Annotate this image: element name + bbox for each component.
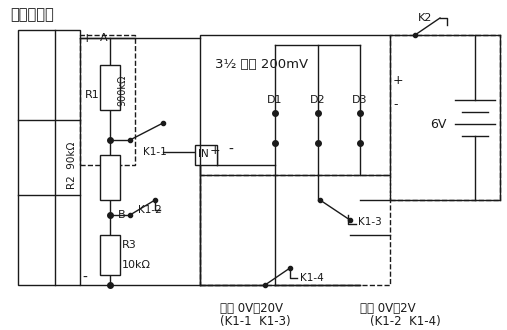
Text: R2  90kΩ: R2 90kΩ xyxy=(67,141,77,189)
Text: K1-3: K1-3 xyxy=(358,217,382,227)
Text: 900kΩ: 900kΩ xyxy=(117,74,127,106)
Text: -: - xyxy=(228,143,233,157)
Bar xyxy=(100,65,120,110)
Text: R1: R1 xyxy=(85,90,100,100)
Text: +: + xyxy=(210,144,221,156)
Text: (K1-2  K1-4): (K1-2 K1-4) xyxy=(370,315,441,328)
Text: D2: D2 xyxy=(310,95,325,105)
Text: D1: D1 xyxy=(267,95,282,105)
Text: 太阳能电池: 太阳能电池 xyxy=(10,8,54,22)
Text: +: + xyxy=(393,74,404,86)
Text: 10kΩ: 10kΩ xyxy=(122,260,151,270)
Bar xyxy=(100,155,120,200)
Text: D3: D3 xyxy=(352,95,368,105)
Text: 3½ 表头 200mV: 3½ 表头 200mV xyxy=(215,58,308,72)
Text: B: B xyxy=(118,210,126,220)
Bar xyxy=(100,235,120,275)
Text: 6V: 6V xyxy=(430,118,446,131)
Text: R3: R3 xyxy=(122,240,137,250)
Bar xyxy=(200,35,390,175)
Text: -: - xyxy=(82,271,87,285)
Text: (K1-1  K1-3): (K1-1 K1-3) xyxy=(220,315,291,328)
Bar xyxy=(18,30,80,285)
Text: 二挡 0V～2V: 二挡 0V～2V xyxy=(360,302,416,314)
Bar xyxy=(200,175,390,285)
Text: 一挡 0V～20V: 一挡 0V～20V xyxy=(220,302,283,314)
Text: +: + xyxy=(82,31,93,45)
Text: IN: IN xyxy=(198,149,209,159)
Text: A: A xyxy=(100,33,107,43)
Bar xyxy=(195,145,217,165)
Text: -: - xyxy=(393,98,397,112)
Text: K1-2: K1-2 xyxy=(138,205,162,215)
Text: K1-1: K1-1 xyxy=(143,147,167,157)
Bar xyxy=(390,35,500,200)
Bar xyxy=(80,35,135,165)
Text: K2: K2 xyxy=(418,13,432,23)
Text: K1-4: K1-4 xyxy=(300,273,324,283)
